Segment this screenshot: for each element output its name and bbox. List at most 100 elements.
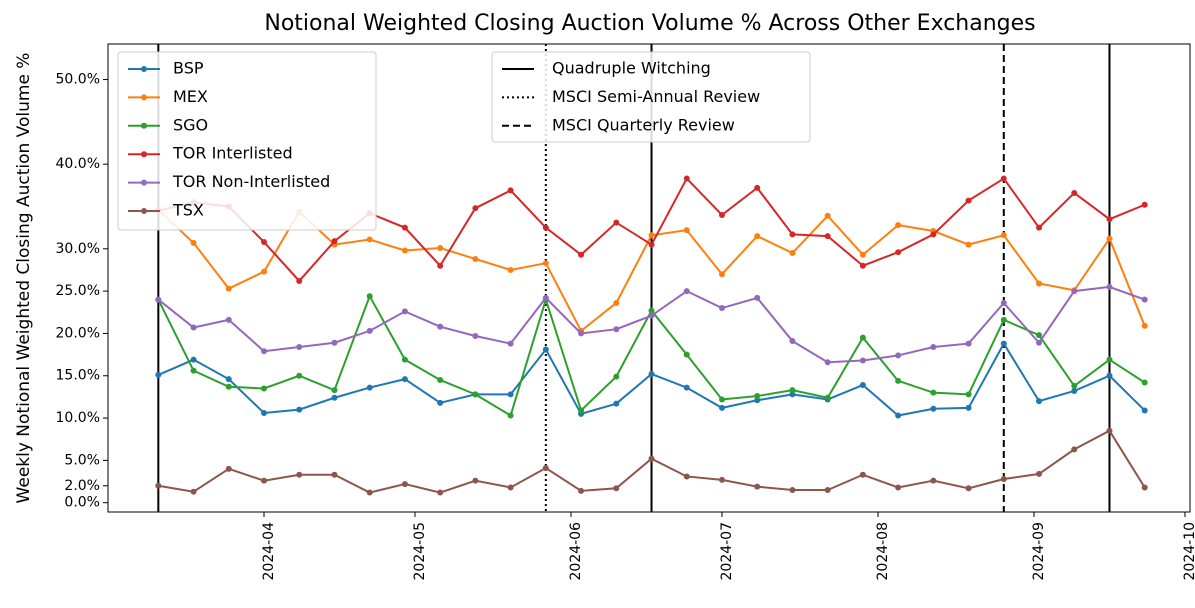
legend-label: TSX <box>172 201 204 220</box>
data-point <box>578 330 585 337</box>
data-point <box>648 312 655 319</box>
data-point <box>437 489 444 496</box>
data-point <box>1036 280 1043 287</box>
data-point <box>261 409 268 416</box>
data-point <box>472 205 479 212</box>
y-tick-label: 50.0% <box>56 72 100 88</box>
data-point <box>437 376 444 383</box>
x-tick-label: 2024-08 <box>875 522 891 581</box>
data-point <box>965 340 972 347</box>
data-point <box>472 332 479 339</box>
data-point <box>155 482 162 489</box>
x-tick-label: 2024-07 <box>719 522 735 581</box>
data-point <box>155 296 162 303</box>
data-point <box>366 489 373 496</box>
data-point <box>789 338 796 345</box>
data-point <box>401 247 408 254</box>
data-point <box>789 231 796 238</box>
data-point <box>472 255 479 262</box>
data-point <box>683 384 690 391</box>
data-point <box>754 233 761 240</box>
data-point <box>613 373 620 380</box>
y-tick-label: 15.0% <box>56 368 100 384</box>
data-point <box>718 305 725 312</box>
y-tick-label: 25.0% <box>56 283 100 299</box>
data-point <box>613 326 620 333</box>
data-point <box>859 382 866 389</box>
data-point <box>1000 299 1007 306</box>
data-point <box>824 212 831 219</box>
data-point <box>578 251 585 258</box>
data-point <box>754 184 761 191</box>
data-point <box>1106 356 1113 363</box>
data-point <box>331 394 338 401</box>
legend-marker <box>141 208 147 214</box>
data-point <box>1071 446 1078 453</box>
data-point <box>683 473 690 480</box>
data-point <box>859 334 866 341</box>
data-point <box>296 372 303 379</box>
data-point <box>824 233 831 240</box>
data-point <box>718 271 725 278</box>
data-point <box>613 485 620 492</box>
data-point <box>930 231 937 238</box>
data-point <box>754 397 761 404</box>
data-point <box>1000 316 1007 323</box>
y-tick-label: 30.0% <box>56 241 100 257</box>
x-tick-label: 2024-05 <box>412 522 428 581</box>
data-point <box>296 277 303 284</box>
data-point <box>1141 296 1148 303</box>
data-point <box>718 404 725 411</box>
data-point <box>930 343 937 350</box>
data-point <box>401 224 408 231</box>
data-point <box>895 352 902 359</box>
data-point <box>859 357 866 364</box>
data-point <box>437 262 444 269</box>
x-tick-label: 2024-04 <box>261 522 277 581</box>
data-point <box>366 327 373 334</box>
data-point <box>296 406 303 413</box>
data-point <box>1000 175 1007 182</box>
plot-frame <box>107 43 1191 513</box>
data-point <box>1036 470 1043 477</box>
y-tick-label: 5.0% <box>64 452 100 468</box>
data-point <box>190 324 197 331</box>
data-point <box>1036 398 1043 405</box>
data-point <box>930 477 937 484</box>
data-point <box>965 404 972 411</box>
legend-box <box>491 51 811 143</box>
data-point <box>542 346 549 353</box>
legend: BSP MEX SGO TOR Interlisted TOR Non-Interlis… <box>117 51 377 231</box>
legend-label: TOR Non-Interlisted <box>172 172 330 191</box>
y-tick-label: 10.0% <box>56 410 100 426</box>
data-point <box>437 399 444 406</box>
data-point <box>1141 201 1148 208</box>
data-point <box>965 485 972 492</box>
legend-label: SGO <box>173 115 208 134</box>
y-tick-label: 40.0% <box>56 156 100 172</box>
data-point <box>754 294 761 301</box>
legend-marker <box>141 179 147 186</box>
data-point <box>507 484 514 491</box>
data-point <box>225 316 232 323</box>
data-point <box>507 340 514 347</box>
data-point <box>718 476 725 483</box>
data-point <box>190 367 197 374</box>
y-tick-label: 0.0% <box>64 495 100 511</box>
legend-label: Quadruple Witching <box>552 59 711 78</box>
legend-label: MEX <box>173 87 208 106</box>
data-point <box>155 371 162 378</box>
data-point <box>331 387 338 394</box>
data-point <box>1000 232 1007 239</box>
data-point <box>683 227 690 234</box>
data-point <box>542 260 549 267</box>
data-point <box>225 285 232 292</box>
data-point <box>225 465 232 472</box>
data-point <box>437 244 444 251</box>
data-point <box>366 384 373 391</box>
data-point <box>1141 484 1148 491</box>
legend-label: BSP <box>173 59 204 78</box>
data-point <box>225 376 232 383</box>
data-point <box>1141 322 1148 329</box>
legend: Quadruple Witching MSCI Semi-Annual Revie… <box>491 51 811 143</box>
